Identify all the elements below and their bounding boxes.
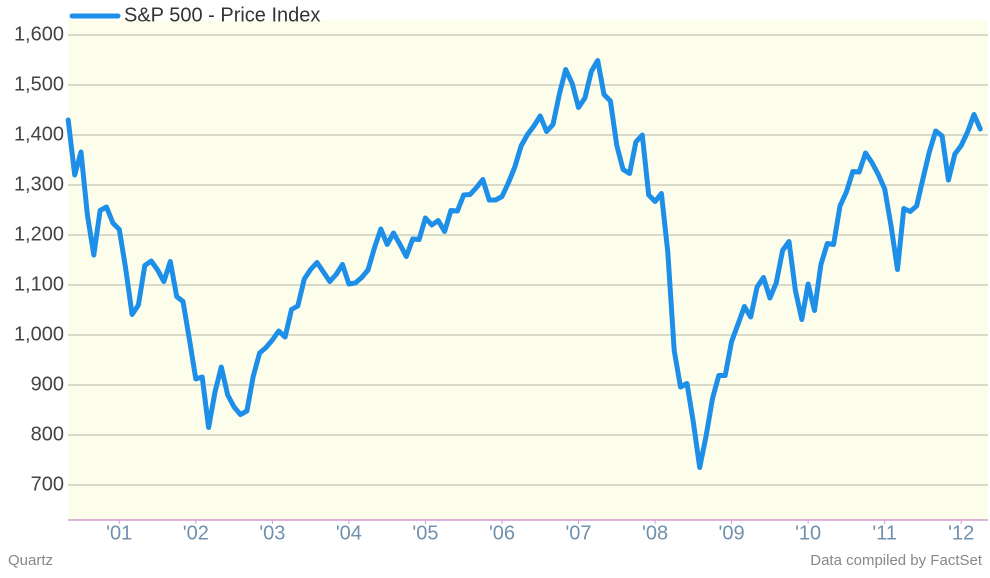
x-tick-label: '12: [948, 522, 974, 544]
x-tick-label: '09: [719, 522, 745, 544]
x-tick-label: '07: [565, 522, 591, 544]
x-tick-label: '02: [183, 522, 209, 544]
series-line: [65, 58, 983, 470]
y-tick-label: 1,400: [14, 123, 64, 145]
x-tick-label: '08: [642, 522, 668, 544]
x-tick-label: '05: [412, 522, 438, 544]
x-tick-label: '06: [489, 522, 515, 544]
source-left: Quartz: [8, 552, 53, 569]
plot-background: [68, 20, 988, 520]
source-right: Data compiled by FactSet: [810, 552, 983, 569]
y-tick-label: 1,500: [14, 73, 64, 95]
y-tick-label: 1,000: [14, 323, 64, 345]
x-tick-label: '01: [106, 522, 132, 544]
y-tick-label: 1,300: [14, 173, 64, 195]
x-tick-label: '11: [872, 522, 897, 544]
y-tick-label: 900: [31, 373, 64, 395]
y-tick-label: 1,600: [14, 23, 64, 45]
x-tick-label: '03: [259, 522, 285, 544]
y-tick-label: 1,200: [14, 223, 64, 245]
legend-label: S&P 500 - Price Index: [124, 4, 320, 26]
y-tick-label: 700: [31, 473, 64, 495]
x-tick-label: '04: [336, 522, 362, 544]
x-tick-label: '10: [795, 522, 821, 544]
y-tick-label: 800: [31, 423, 64, 445]
y-tick-label: 1,100: [14, 273, 64, 295]
